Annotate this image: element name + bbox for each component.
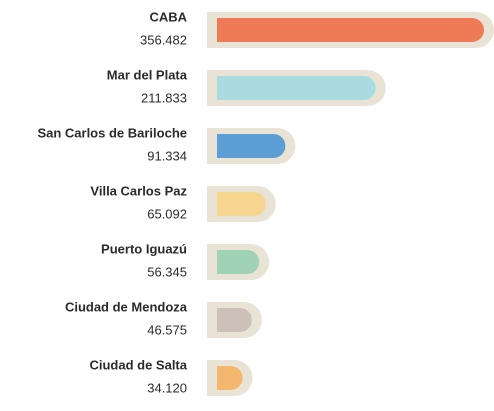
- category-label: CABA: [149, 9, 187, 24]
- category-label: Villa Carlos Paz: [90, 183, 187, 198]
- bar: [217, 76, 376, 100]
- category-label: Puerto Iguazú: [101, 241, 187, 256]
- category-label: Mar del Plata: [107, 67, 188, 82]
- bar: [217, 308, 252, 332]
- bar: [217, 18, 484, 42]
- bar: [217, 366, 243, 390]
- bar: [217, 250, 260, 274]
- value-label: 211.833: [141, 90, 187, 105]
- bar: [217, 192, 266, 216]
- category-label: San Carlos de Bariloche: [37, 125, 187, 140]
- value-label: 56.345: [147, 264, 187, 279]
- value-label: 46.575: [147, 322, 187, 337]
- value-label: 356.482: [140, 32, 187, 47]
- category-label: Ciudad de Mendoza: [65, 299, 188, 314]
- category-label: Ciudad de Salta: [89, 357, 187, 372]
- value-label: 91.334: [147, 148, 187, 163]
- bar: [217, 134, 286, 158]
- value-label: 65.092: [147, 206, 187, 221]
- value-label: 34.120: [147, 380, 187, 395]
